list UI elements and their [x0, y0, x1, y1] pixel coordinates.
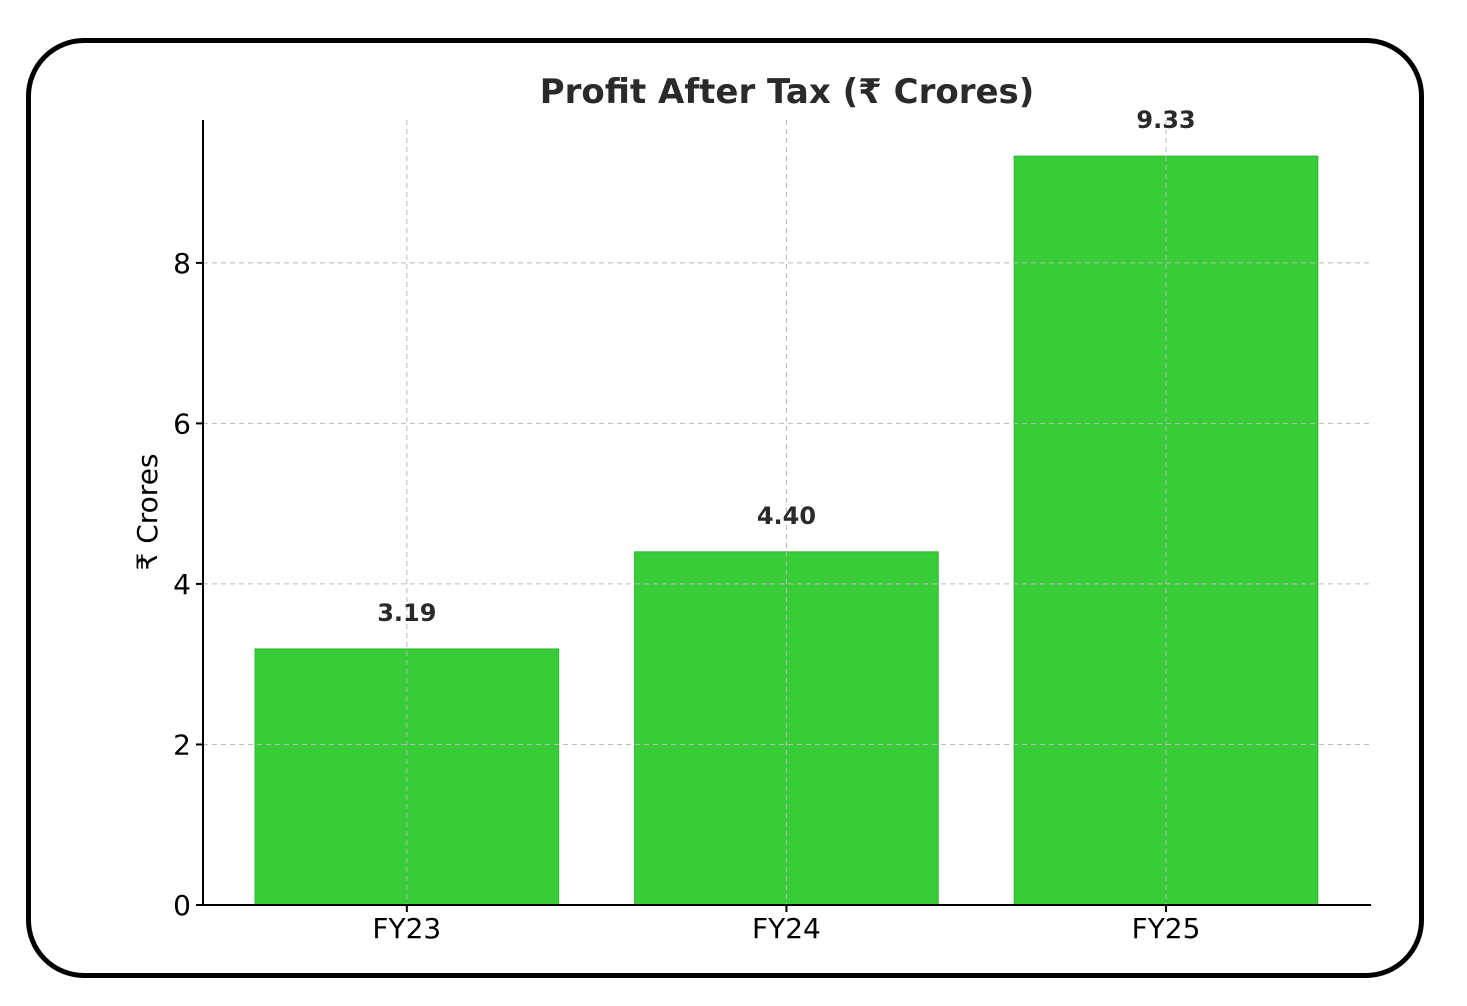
x-tick-label: FY25	[1132, 912, 1201, 945]
chart-frame	[26, 38, 1424, 978]
data-label: 9.33	[1136, 106, 1195, 134]
x-tick-label: FY24	[752, 912, 821, 945]
y-tick-label: 6	[173, 407, 191, 440]
y-tick-label: 0	[173, 889, 191, 922]
y-tick-label: 2	[173, 728, 191, 761]
y-tick-label: 8	[173, 247, 191, 280]
y-tick-label: 4	[173, 568, 191, 601]
y-axis-label: ₹ Crores	[131, 453, 164, 570]
data-label: 4.40	[757, 502, 816, 530]
chart-title: Profit After Tax (₹ Crores)	[540, 72, 1035, 112]
x-tick-label: FY23	[372, 912, 441, 945]
data-label: 3.19	[377, 599, 436, 627]
